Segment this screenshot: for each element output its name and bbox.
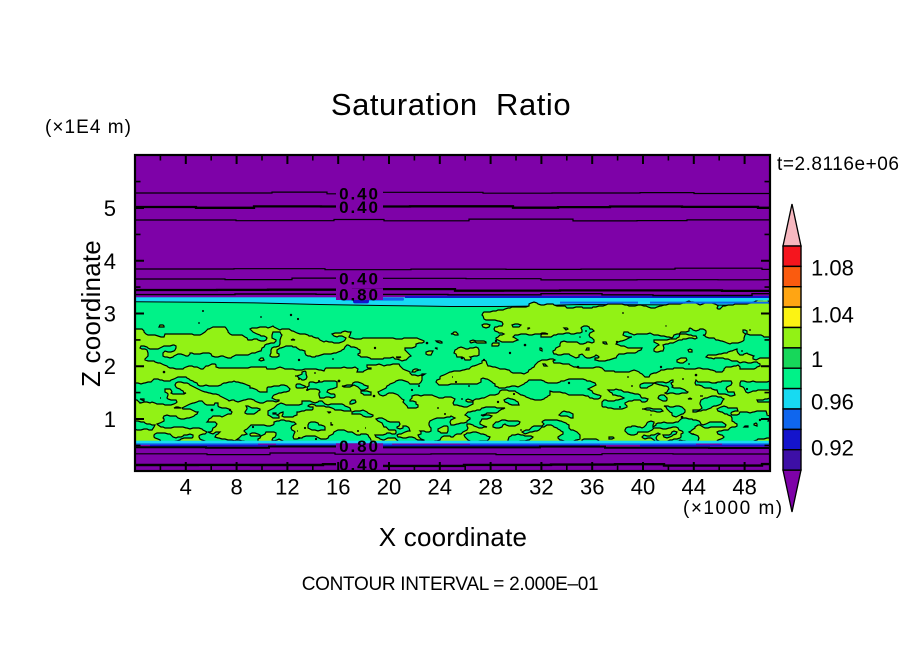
svg-text:(×1000 m): (×1000 m)	[683, 498, 784, 519]
svg-text:0.40: 0.40	[339, 185, 380, 204]
svg-text:0.80: 0.80	[339, 286, 380, 305]
svg-text:1.04: 1.04	[811, 303, 854, 328]
svg-text:8: 8	[230, 475, 242, 500]
svg-text:5: 5	[104, 196, 116, 221]
svg-text:1.08: 1.08	[811, 256, 854, 281]
svg-text:20: 20	[377, 475, 401, 500]
svg-text:0.92: 0.92	[811, 435, 854, 460]
svg-text:0.96: 0.96	[811, 390, 854, 415]
svg-text:1: 1	[104, 407, 116, 432]
svg-text:t=2.8116e+06: t=2.8116e+06	[777, 154, 899, 175]
svg-text:0.40: 0.40	[339, 198, 380, 217]
svg-text:12: 12	[275, 475, 299, 500]
svg-text:CONTOUR INTERVAL = 2.000E–01: CONTOUR INTERVAL = 2.000E–01	[302, 574, 599, 595]
svg-text:(×1E4 m): (×1E4 m)	[45, 117, 132, 138]
svg-text:0.40: 0.40	[339, 455, 380, 474]
svg-text:16: 16	[326, 475, 350, 500]
svg-text:2: 2	[104, 354, 116, 379]
svg-text:Z coordinate: Z coordinate	[76, 240, 106, 387]
svg-text:0.40: 0.40	[339, 270, 380, 289]
svg-text:44: 44	[682, 475, 706, 500]
svg-text:X coordinate: X coordinate	[379, 522, 527, 552]
svg-text:36: 36	[580, 475, 604, 500]
svg-text:28: 28	[478, 475, 502, 500]
svg-text:4: 4	[104, 249, 116, 274]
svg-text:3: 3	[104, 302, 116, 327]
svg-text:48: 48	[732, 475, 756, 500]
svg-text:4: 4	[180, 475, 192, 500]
svg-text:24: 24	[428, 475, 452, 500]
svg-text:Saturation Ratio: Saturation Ratio	[331, 87, 571, 122]
svg-text:1: 1	[811, 347, 823, 372]
svg-text:40: 40	[631, 475, 655, 500]
svg-text:0.80: 0.80	[339, 437, 380, 456]
svg-text:32: 32	[529, 475, 553, 500]
